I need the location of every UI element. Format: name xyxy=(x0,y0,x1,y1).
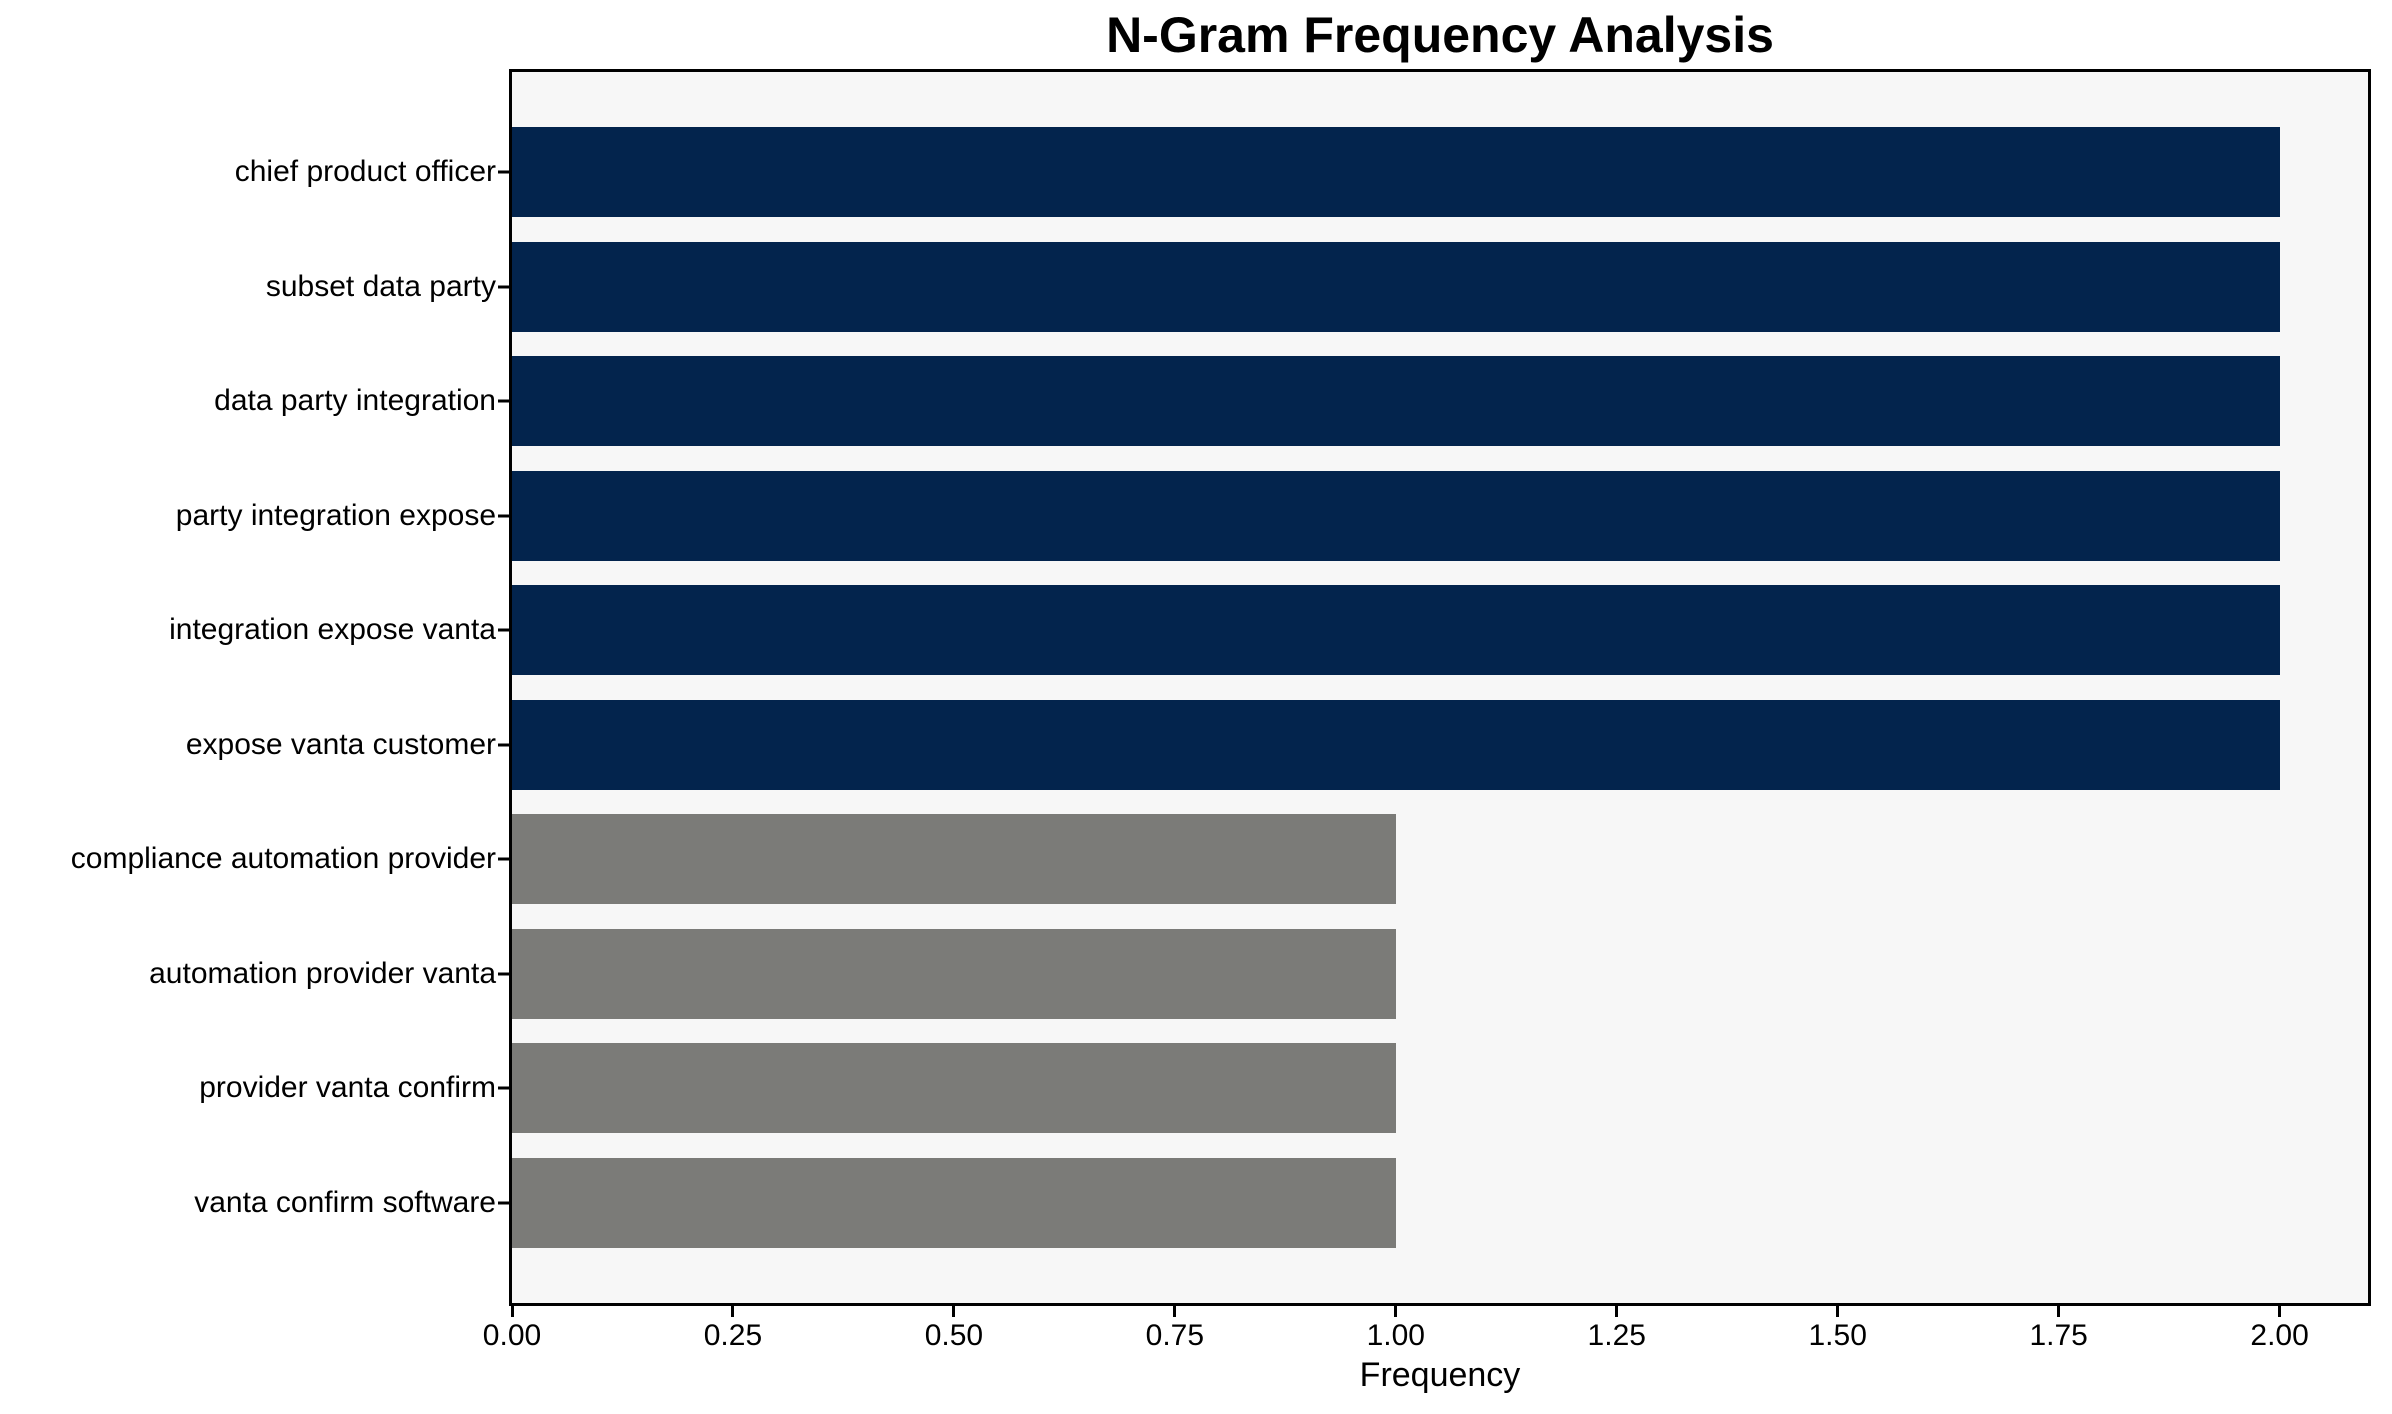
frequency-bar xyxy=(512,814,1396,905)
bar-row: integration expose vanta xyxy=(0,573,2392,688)
y-tick-mark xyxy=(498,170,510,174)
x-tick-mark xyxy=(952,1306,956,1317)
y-tick-label: party integration expose xyxy=(175,498,496,532)
bar-row: vanta confirm software xyxy=(0,1146,2392,1261)
y-tick-mark xyxy=(498,972,510,976)
x-axis-label: Frequency xyxy=(1359,1356,1521,1394)
bar-row: chief product officer xyxy=(0,115,2392,230)
x-tick-label: 0.50 xyxy=(924,1319,984,1352)
x-tick-mark xyxy=(731,1306,735,1317)
x-tick-label: 1.75 xyxy=(2029,1319,2088,1352)
x-tick-label: 1.00 xyxy=(1366,1319,1425,1352)
y-tick-label: compliance automation provider xyxy=(70,842,496,876)
x-tick-mark xyxy=(510,1306,514,1317)
chart-title: N-Gram Frequency Analysis xyxy=(1106,7,1774,63)
x-tick-label: 1.25 xyxy=(1587,1319,1646,1352)
x-tick-mark xyxy=(1615,1306,1619,1317)
y-tick-label: subset data party xyxy=(265,269,496,303)
y-tick-label: chief product officer xyxy=(234,155,496,189)
y-tick-mark xyxy=(498,399,510,403)
bar-row: data party integration xyxy=(0,344,2392,459)
frequency-bar xyxy=(512,127,2280,218)
bar-row: provider vanta confirm xyxy=(0,1031,2392,1146)
frequency-bar xyxy=(512,699,2280,790)
y-tick-mark xyxy=(498,1086,510,1090)
x-tick-label: 2.00 xyxy=(2250,1319,2309,1352)
y-tick-mark xyxy=(498,628,510,632)
x-tick-label: 0.75 xyxy=(1145,1319,1205,1352)
x-axis: 0.00 0.25 0.50 0.75 1.00 1.25 1.50 1.75 2.00 xyxy=(483,1306,2368,1366)
bar-row: automation provider vanta xyxy=(0,917,2392,1032)
bar-row: subset data party xyxy=(0,230,2392,345)
y-tick-label: data party integration xyxy=(214,384,496,418)
y-tick-label: provider vanta confirm xyxy=(199,1071,496,1105)
x-tick-label: 0.25 xyxy=(703,1319,763,1352)
y-tick-label: integration expose vanta xyxy=(169,613,496,647)
frequency-bar xyxy=(512,585,2280,676)
frequency-bar xyxy=(512,241,2280,332)
bar-row: party integration expose xyxy=(0,459,2392,574)
bar-rows-container: chief product officer subset data party da… xyxy=(0,72,2392,1303)
y-tick-label: expose vanta customer xyxy=(185,727,496,761)
y-tick-mark xyxy=(498,285,510,289)
frequency-bar xyxy=(512,1157,1396,1248)
x-tick-label: 0.00 xyxy=(482,1319,542,1352)
x-tick-label: 1.50 xyxy=(1808,1319,1867,1352)
y-tick-mark xyxy=(498,514,510,518)
frequency-bar xyxy=(512,928,1396,1019)
y-tick-mark xyxy=(498,743,510,747)
x-tick-mark xyxy=(1173,1306,1177,1317)
frequency-bar xyxy=(512,470,2280,561)
bar-row: compliance automation provider xyxy=(0,802,2392,917)
frequency-bar xyxy=(512,1043,1396,1134)
bar-row: expose vanta customer xyxy=(0,688,2392,803)
x-tick-mark xyxy=(2278,1306,2282,1317)
x-tick-mark xyxy=(2057,1306,2061,1317)
x-tick-mark xyxy=(1394,1306,1398,1317)
y-tick-mark xyxy=(498,1201,510,1205)
frequency-bar xyxy=(512,356,2280,447)
y-tick-label: automation provider vanta xyxy=(149,956,496,990)
y-tick-label: vanta confirm software xyxy=(194,1185,496,1219)
x-tick-mark xyxy=(1836,1306,1840,1317)
y-tick-mark xyxy=(498,857,510,861)
